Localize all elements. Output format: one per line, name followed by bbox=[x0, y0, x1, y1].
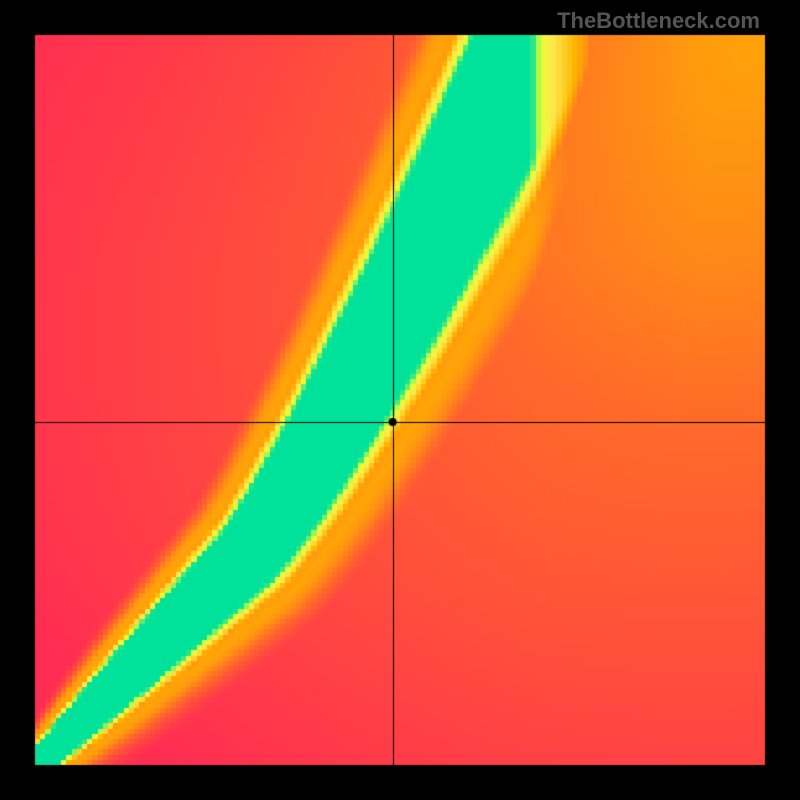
watermark-text: TheBottleneck.com bbox=[557, 8, 760, 34]
bottleneck-heatmap-canvas bbox=[0, 0, 800, 800]
chart-container: TheBottleneck.com bbox=[0, 0, 800, 800]
